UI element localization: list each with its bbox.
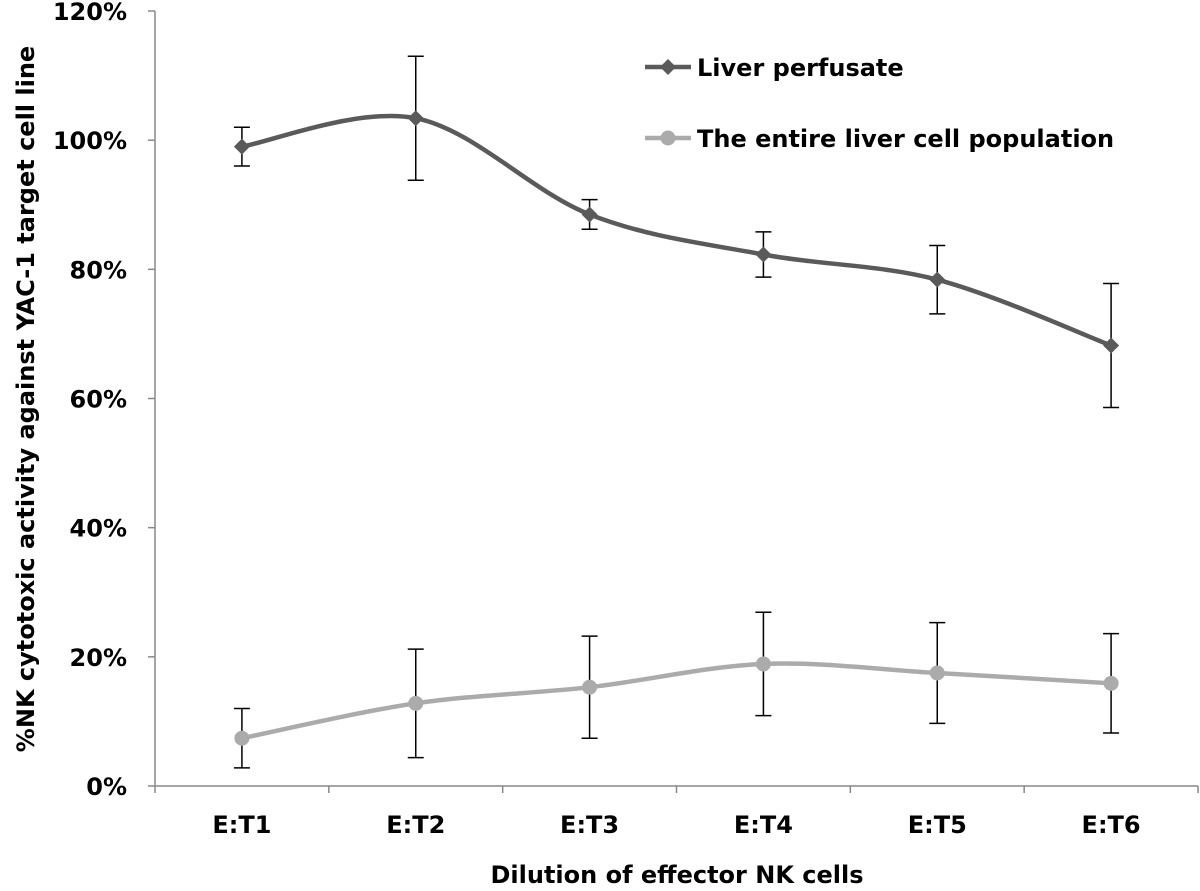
circle-marker [582, 679, 598, 695]
y-tick-label: 120% [53, 0, 127, 26]
diamond-marker [233, 138, 250, 155]
circle-marker [234, 730, 250, 746]
diamond-marker [660, 59, 676, 75]
x-tick-label: E:T3 [560, 811, 619, 839]
x-tick-label: E:T1 [212, 811, 271, 839]
circle-marker [660, 130, 676, 146]
y-tick-label: 80% [70, 256, 127, 284]
y-tick-label: 60% [70, 386, 127, 414]
y-tick-label: 20% [70, 644, 127, 672]
x-tick-label: E:T2 [386, 811, 445, 839]
y-axis-label: %NK cytotoxic activity against YAC-1 tar… [12, 46, 40, 752]
diamond-marker [407, 110, 424, 127]
y-tick-label: 40% [70, 515, 127, 543]
diamond-marker [929, 271, 946, 288]
x-tick-label: E:T4 [734, 811, 793, 839]
x-tick-label: E:T5 [908, 811, 967, 839]
legend-label: The entire liver cell population [697, 125, 1114, 153]
diamond-marker [755, 246, 772, 263]
series-liver-perfusate [233, 55, 1120, 409]
circle-marker [1103, 675, 1119, 691]
series-line [241, 113, 1112, 348]
x-tick-label: E:T6 [1082, 811, 1141, 839]
y-tick-label: 0% [86, 773, 127, 801]
circle-marker [755, 656, 771, 672]
circle-marker [408, 695, 424, 711]
x-axis-label: Dilution of effector NK cells [490, 861, 863, 887]
circle-marker [929, 665, 945, 681]
series-line [241, 661, 1112, 741]
y-tick-label: 100% [53, 127, 127, 155]
diamond-marker [581, 206, 598, 223]
legend-label: Liver perfusate [697, 54, 904, 82]
series-the-entire-liver-cell-population [233, 611, 1120, 769]
diamond-marker [1103, 337, 1120, 354]
